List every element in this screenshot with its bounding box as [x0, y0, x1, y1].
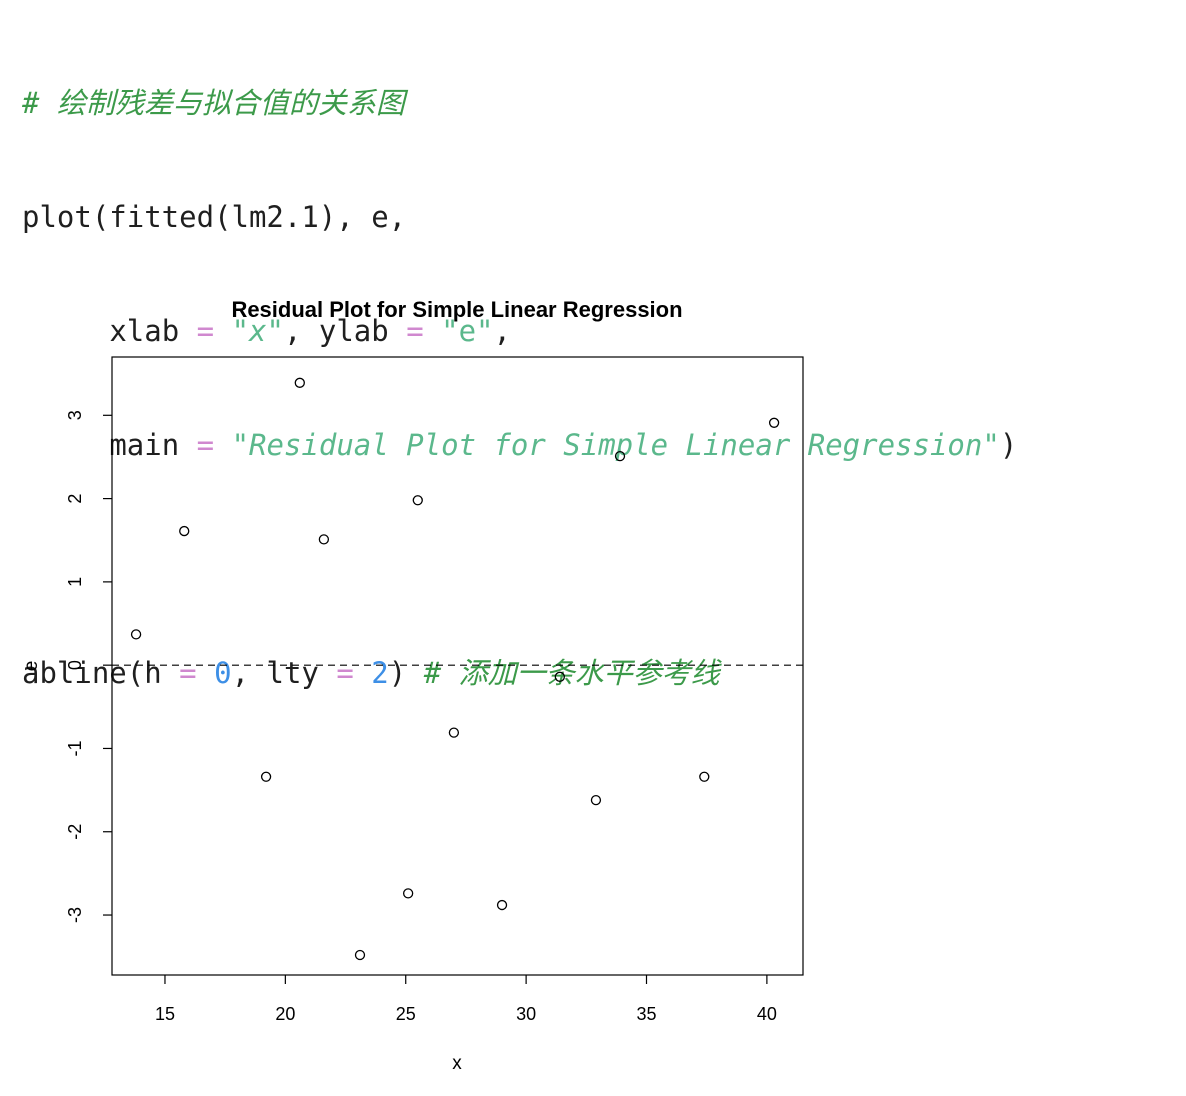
code-comment: # 绘制残差与拟合值的关系图	[22, 86, 405, 120]
code-arg-main: main	[109, 428, 180, 462]
y-tick-label: 3	[65, 410, 85, 420]
y-axis-label: e	[21, 661, 42, 672]
y-tick-label: 1	[65, 577, 85, 587]
code-operator: =	[179, 656, 197, 690]
code-separator: , lty	[231, 656, 319, 690]
code-string-e: "e"	[441, 314, 494, 348]
code-arg-ylab: ylab	[318, 314, 389, 348]
y-tick-label: -2	[65, 824, 85, 840]
scatter-point	[130, 629, 142, 640]
code-quote: "	[982, 428, 1000, 462]
y-tick-label: -3	[65, 907, 85, 923]
scatter-point	[294, 377, 305, 388]
scatter-point	[699, 771, 710, 782]
x-tick-label: 15	[155, 1004, 175, 1024]
scatter-point	[768, 417, 780, 428]
scatter-point	[590, 794, 602, 806]
code-quote: "	[231, 314, 250, 348]
scatter-point	[354, 949, 366, 961]
y-tick-label: 0	[65, 660, 85, 670]
scatter-point	[554, 671, 565, 682]
code-separator: ,	[283, 314, 319, 348]
code-quote: "	[266, 314, 284, 348]
residual-plot: Residual Plot for Simple Linear Regressi…	[21, 297, 804, 1074]
y-axis: 3 2 1 0 -1 -2 -3	[65, 410, 112, 923]
scatter-point	[318, 534, 330, 545]
code-number: 2	[371, 656, 389, 690]
scatter-point	[412, 495, 423, 506]
code-operator: =	[196, 428, 215, 462]
code-string-x: x	[249, 314, 267, 348]
code-line-comment: # 绘制残差与拟合值的关系图	[22, 84, 1017, 122]
code-line-main: main = "Residual Plot for Simple Linear …	[22, 426, 1017, 464]
x-tick-label: 20	[275, 1004, 295, 1024]
code-line-abline: abline(h = 0, lty = 2) # 添加一条水平参考线	[22, 654, 1017, 692]
code-arg-xlab: xlab	[109, 314, 180, 348]
x-tick-label: 40	[757, 1004, 777, 1024]
scatter-point	[496, 899, 508, 911]
x-tick-label: 25	[396, 1004, 416, 1024]
code-comma: ,	[493, 314, 511, 348]
code-comment: # 添加一条水平参考线	[423, 656, 720, 690]
code-close-paren: )	[999, 428, 1018, 462]
scatter-point	[614, 450, 626, 462]
code-operator: =	[406, 314, 424, 348]
data-points	[130, 377, 780, 961]
code-number: 0	[214, 656, 232, 690]
y-tick-label: -1	[65, 740, 85, 756]
y-tick-label: 2	[65, 494, 85, 504]
code-string-main: Residual Plot for Simple Linear Regressi…	[249, 428, 983, 462]
scatter-point	[179, 525, 190, 537]
code-block: # 绘制残差与拟合值的关系图 plot(fitted(lm2.1), e, xl…	[22, 8, 1017, 730]
plot-frame	[111, 356, 804, 976]
x-tick-label: 35	[636, 1004, 656, 1024]
chart-title: Residual Plot for Simple Linear Regressi…	[231, 297, 682, 322]
code-line-plot-call: plot(fitted(lm2.1), e,	[22, 198, 1017, 236]
x-tick-label: 30	[516, 1004, 536, 1024]
scatter-point	[402, 888, 414, 899]
code-abline-call: abline(h	[22, 656, 162, 690]
code-line-xlab-ylab: xlab = "x", ylab = "e",	[22, 312, 1017, 350]
x-axis-label: x	[452, 1053, 462, 1074]
code-operator: =	[196, 314, 215, 348]
scatter-point	[260, 771, 272, 782]
code-operator: =	[336, 656, 354, 690]
code-plot-call: plot(fitted(lm2.1), e,	[22, 200, 407, 234]
x-axis: 15 20 25 30 35 40	[155, 975, 777, 1024]
code-quote: "	[231, 428, 250, 462]
scatter-point	[448, 727, 460, 738]
code-close-paren: )	[388, 656, 407, 690]
